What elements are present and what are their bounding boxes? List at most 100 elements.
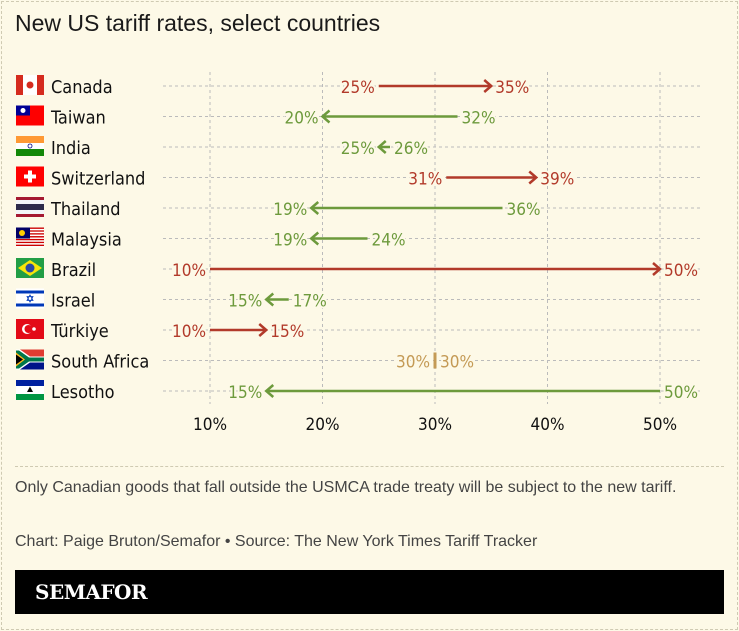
chart-row: Malaysia 24% 19% (16, 227, 700, 253)
south-africa-flag (16, 349, 44, 370)
flag-part (16, 380, 44, 386)
arrowhead (528, 170, 539, 185)
flag-part (16, 246, 44, 248)
flag-part (16, 244, 44, 247)
lesotho-flag (16, 380, 44, 400)
country-label: South Africa (51, 352, 149, 373)
arrowhead (258, 323, 269, 337)
from-label: 26% (394, 139, 428, 159)
flag-part (16, 349, 44, 360)
x-tick-label: 10% (193, 415, 227, 435)
chart-row: South Africa 30% 30% (16, 349, 700, 375)
brazil-flag (16, 258, 44, 278)
country-label: Thailand (50, 199, 121, 220)
flag-part (16, 243, 44, 245)
x-tick-label: 20% (306, 415, 340, 435)
country-label: Israel (51, 291, 95, 312)
maple-leaf (26, 81, 34, 89)
from-label: 36% (507, 200, 541, 220)
arrowhead (483, 79, 494, 93)
flag-part (16, 143, 44, 149)
flag-part (16, 240, 44, 242)
star (26, 294, 34, 301)
band (16, 354, 23, 365)
to-label: 15% (228, 383, 262, 403)
to-label: 50% (664, 261, 698, 281)
from-label: 24% (372, 231, 406, 251)
to-label: 20% (285, 109, 319, 129)
chart-row: Brazil 10% 50% (16, 258, 700, 283)
switzerland-flag (16, 166, 44, 187)
canada-flag (16, 75, 44, 95)
from-label: 31% (408, 170, 442, 190)
flag-part (16, 75, 23, 95)
flag-part (16, 238, 44, 241)
chart-note: Only Canadian goods that fall outside th… (15, 479, 677, 496)
to-label: 35% (495, 78, 529, 98)
chart-row: Canada 25% 35% (16, 75, 700, 100)
chart-row: Taiwan 32% 20% (16, 105, 700, 131)
flag-part (16, 303, 44, 307)
chart-plot: 10% 20% 30% 40% 50% Canada 25% 35% Taiwan 32% 20% I… (16, 72, 700, 435)
divider (15, 466, 724, 467)
country-label: Türkiye (50, 321, 109, 342)
from-label: 50% (664, 383, 698, 403)
country-label: Taiwan (50, 108, 106, 129)
band (16, 350, 44, 369)
chart-credit: Chart: Paige Bruton/Semafor • Source: Th… (15, 533, 538, 550)
arrowhead (309, 231, 320, 246)
country-label: Brazil (51, 260, 96, 281)
chart-row: Lesotho 50% 15% (16, 380, 700, 405)
flag-part (24, 174, 36, 179)
chart-row: Thailand 36% 19% (16, 197, 700, 222)
chart-row: Switzerland 31% 39% (16, 166, 700, 192)
chart-row: Türkiye 10% 15% (16, 319, 700, 344)
taiwan-flag (16, 105, 44, 126)
x-tick-label: 50% (643, 415, 677, 435)
hat (27, 386, 33, 392)
country-label: Switzerland (51, 169, 145, 190)
chart-row: Israel 17% 15% (16, 288, 700, 314)
india-flag (16, 136, 44, 156)
semafor-logo: SEMAFOR (35, 580, 148, 604)
country-label: Malaysia (51, 230, 122, 251)
from-label: 10% (172, 261, 206, 281)
flag-part (16, 136, 44, 143)
country-label: India (51, 138, 91, 159)
globe (25, 263, 35, 273)
from-label: 25% (341, 78, 375, 98)
to-label: 25% (341, 139, 375, 159)
turkiye-flag (16, 319, 44, 339)
star (32, 327, 36, 331)
arrowhead (652, 262, 662, 276)
to-label: 39% (540, 170, 574, 190)
malaysia-flag (16, 227, 44, 248)
chakra (27, 143, 33, 149)
arrowhead (376, 140, 387, 154)
x-tick-label: 40% (531, 415, 565, 435)
flag-part (16, 241, 44, 244)
israel-flag (16, 288, 44, 309)
country-label: Canada (51, 77, 113, 98)
flag-part (37, 75, 44, 95)
flag-part (16, 394, 44, 400)
thailand-flag (16, 197, 44, 217)
chart-row: India 26% 25% (16, 136, 700, 161)
from-label: 17% (293, 292, 327, 312)
x-tick-label: 30% (418, 415, 452, 435)
from-label: 30% (396, 353, 430, 373)
to-label: 19% (273, 200, 307, 220)
from-label: 10% (172, 322, 206, 342)
star (26, 296, 34, 303)
arrowhead (320, 109, 331, 124)
to-label: 30% (440, 353, 474, 373)
arrowhead (264, 292, 275, 307)
flag-part (16, 204, 44, 210)
to-label: 15% (228, 292, 262, 312)
footer-logo-bar: SEMAFOR (15, 570, 724, 614)
country-label: Lesotho (51, 382, 115, 403)
arrowhead (309, 201, 320, 215)
flag-part (16, 359, 44, 370)
to-label: 19% (273, 231, 307, 251)
